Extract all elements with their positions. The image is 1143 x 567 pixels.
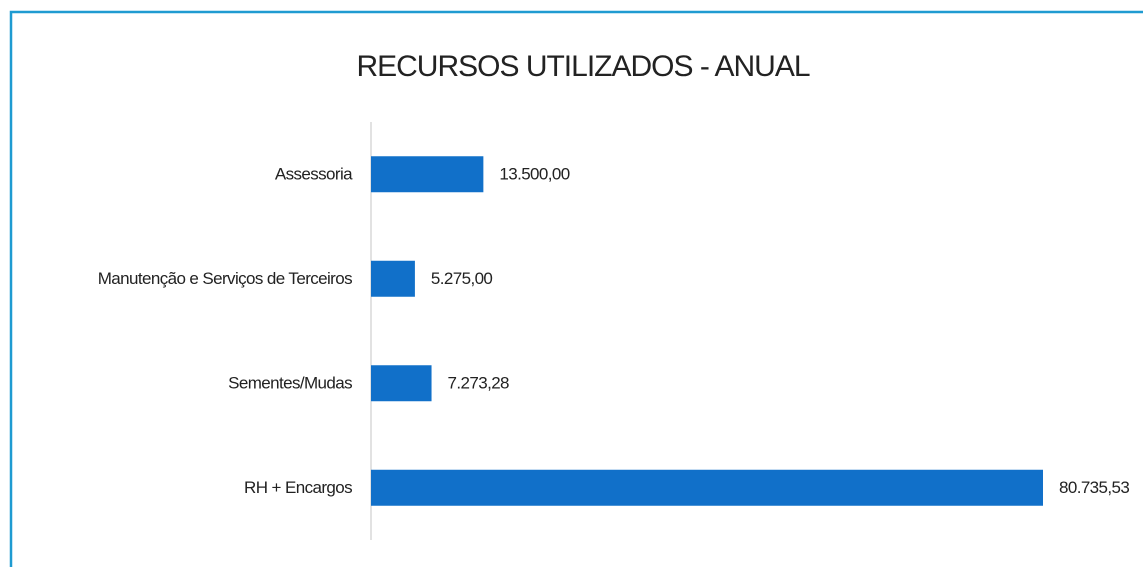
bar bbox=[371, 365, 432, 402]
chart-title: RECURSOS UTILIZADOS - ANUAL bbox=[356, 50, 809, 83]
bar bbox=[371, 156, 484, 193]
y-tick-label: Manutenção e Serviços de Terceiros bbox=[98, 269, 352, 288]
data-label: 13.500,00 bbox=[499, 165, 569, 184]
bar bbox=[371, 260, 415, 297]
data-label: 7.273,28 bbox=[448, 374, 510, 393]
y-tick-label: Assessoria bbox=[275, 165, 353, 184]
data-label: 80.735,53 bbox=[1059, 478, 1129, 497]
frame-border bbox=[9, 10, 1143, 567]
bar bbox=[371, 469, 1043, 506]
y-tick-label: RH + Encargos bbox=[244, 478, 352, 497]
data-label: 5.275,00 bbox=[431, 269, 493, 288]
y-tick-label: Sementes/Mudas bbox=[228, 374, 352, 393]
